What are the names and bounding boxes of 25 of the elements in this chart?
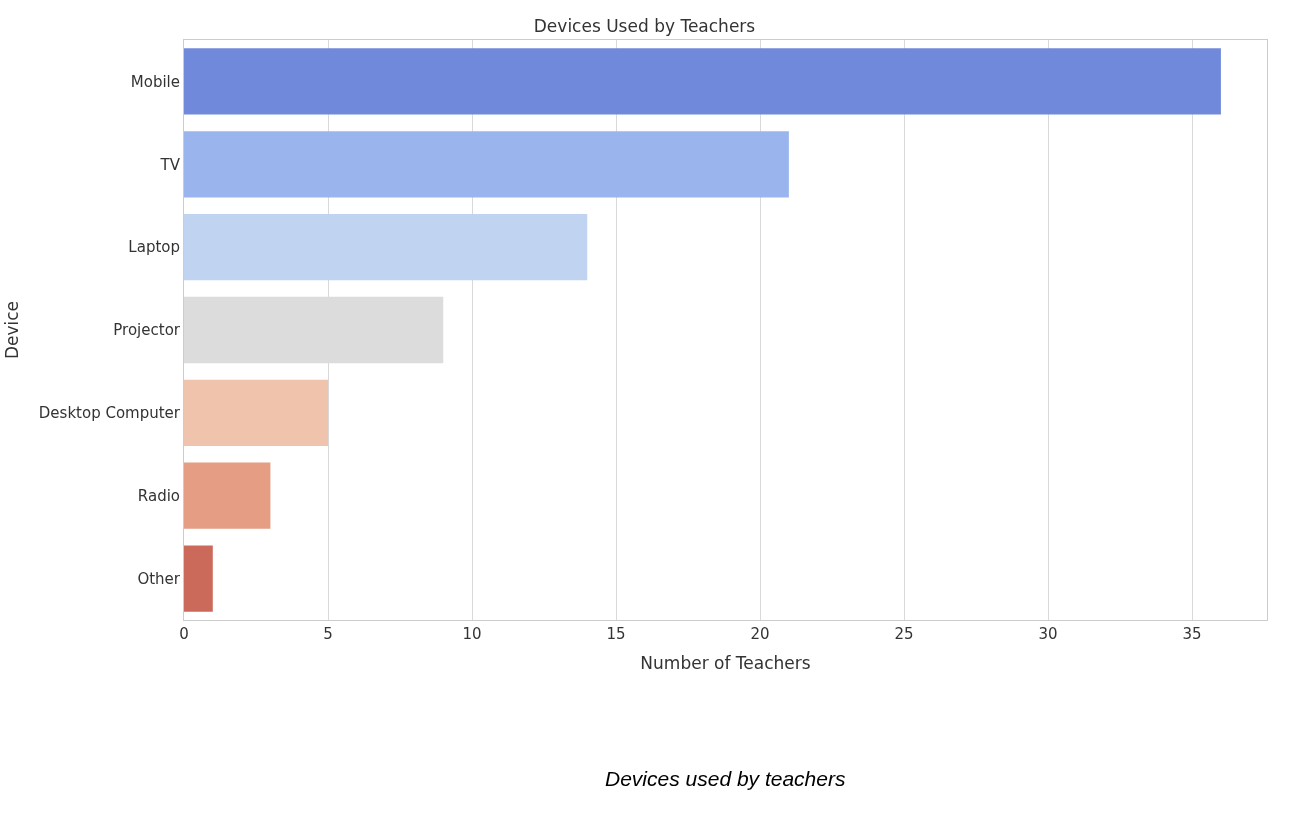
- x-tick-label: 15: [606, 625, 626, 643]
- bar: [184, 131, 789, 198]
- bar: [184, 379, 329, 446]
- y-tick-label: TV: [159, 155, 181, 174]
- x-tick-label: 30: [1038, 625, 1058, 643]
- y-tick-label: Projector: [113, 321, 181, 340]
- x-axis-title: Number of Teachers: [640, 653, 811, 674]
- x-tick-label: 5: [323, 625, 333, 643]
- y-tick-label: Desktop Computer: [38, 404, 181, 423]
- x-tick-label: 25: [894, 625, 914, 643]
- y-tick-label: Laptop: [128, 238, 180, 257]
- y-tick-label: Radio: [137, 486, 180, 505]
- chart-title: Devices Used by Teachers: [533, 16, 756, 37]
- x-tick-label: 35: [1182, 625, 1202, 643]
- y-axis-title: Device: [2, 300, 23, 360]
- x-tick-label: 20: [750, 625, 770, 643]
- bar: [184, 462, 271, 529]
- y-tick-label: Other: [137, 569, 181, 588]
- text: Devices used by teachers: [605, 767, 846, 790]
- x-tick-label: 10: [462, 625, 482, 643]
- bar: [184, 48, 1221, 115]
- bar: [184, 545, 213, 612]
- y-tick-label: Mobile: [130, 72, 180, 91]
- x-tick-label: 0: [179, 625, 189, 643]
- bar: [184, 214, 588, 281]
